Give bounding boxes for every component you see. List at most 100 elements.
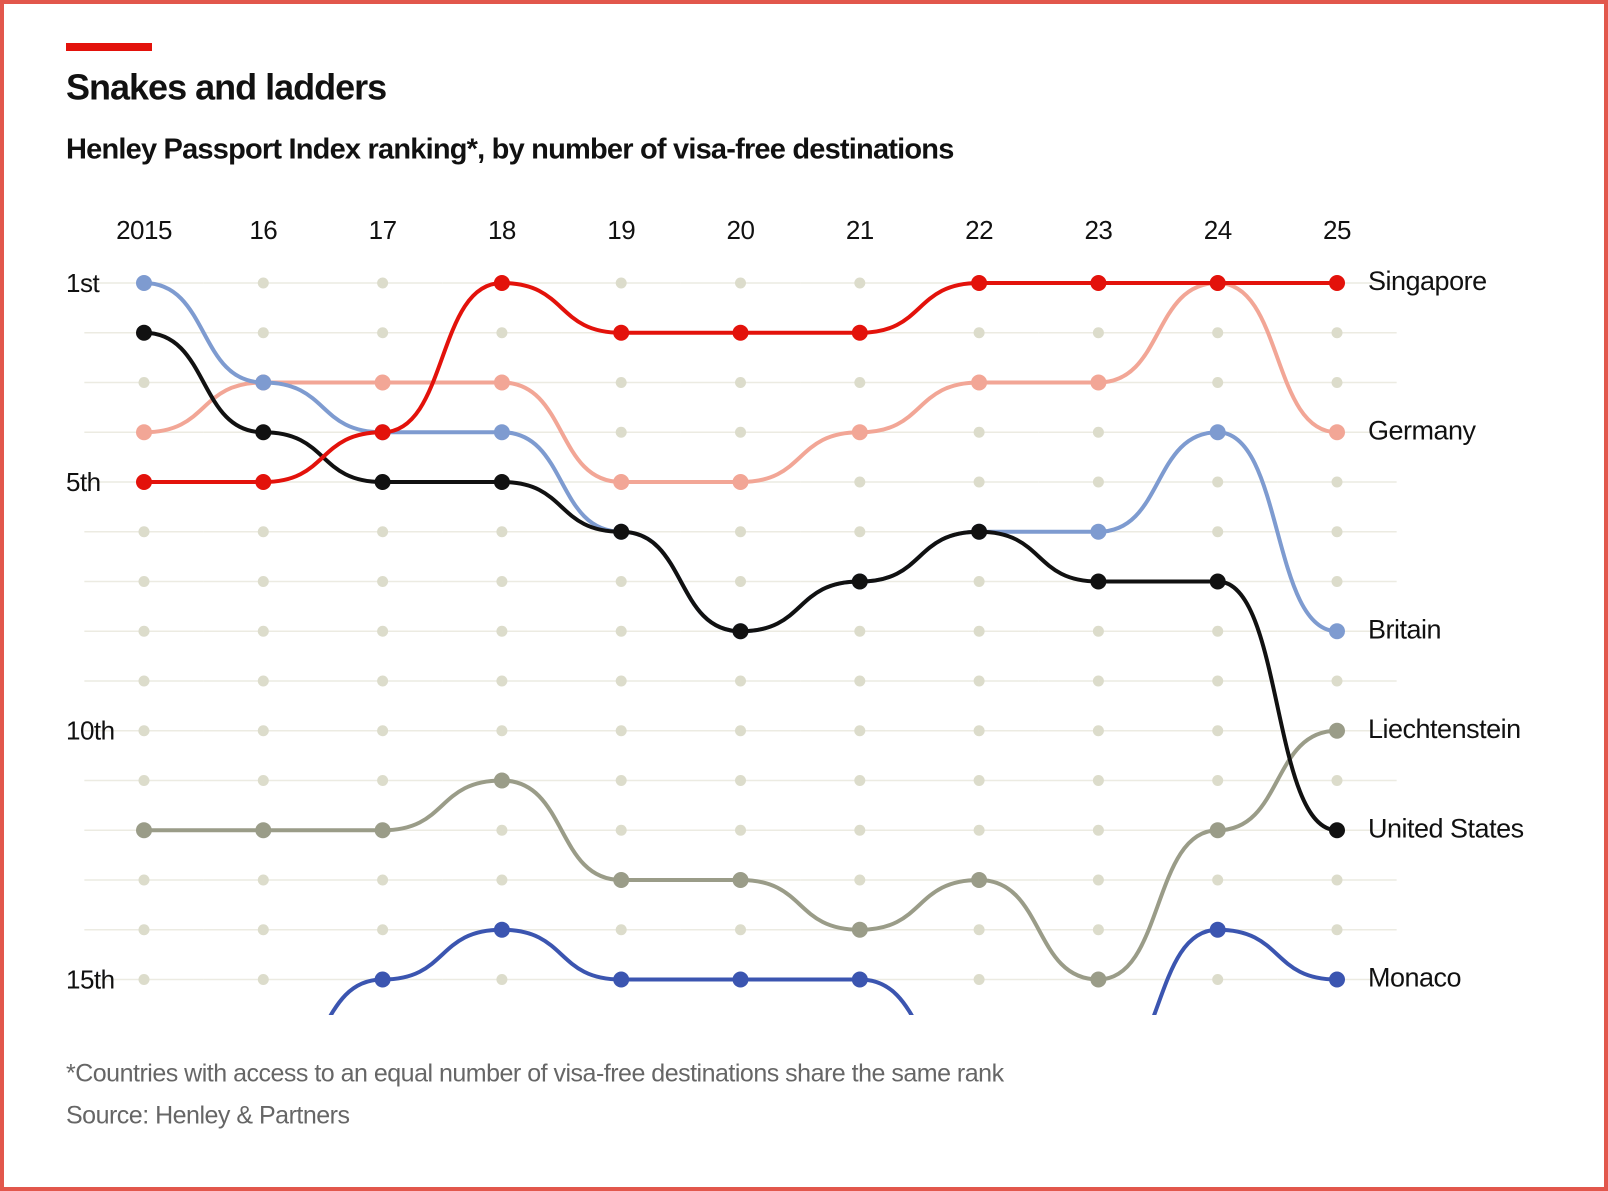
- grid-dot: [496, 974, 508, 985]
- legend-label: Monaco: [1368, 963, 1461, 993]
- grid-dot: [1212, 775, 1224, 786]
- series-dot: [136, 424, 152, 441]
- series-line: [143, 728, 1338, 982]
- x-tick-label: 25: [1323, 215, 1351, 245]
- grid-dot: [973, 675, 985, 687]
- grid-dot: [257, 327, 269, 339]
- series-line: [328, 927, 1338, 1015]
- grid-dot: [377, 874, 389, 886]
- series-line: [143, 280, 1338, 484]
- x-tick-label: 23: [1084, 215, 1112, 245]
- grid-dot: [1212, 526, 1224, 538]
- x-tick-label: 24: [1204, 215, 1232, 245]
- grid-dot: [1212, 377, 1224, 388]
- series-dot: [1329, 822, 1345, 839]
- chart-title: Snakes and ladders: [66, 67, 386, 108]
- grid-dot: [1331, 526, 1343, 538]
- grid-dot: [735, 576, 746, 587]
- series-dot: [971, 523, 988, 540]
- grid-dot: [615, 426, 627, 438]
- grid-dot: [257, 974, 269, 985]
- grid-dot: [138, 526, 150, 538]
- grid-dot: [1331, 576, 1343, 587]
- grid-dot: [377, 924, 389, 936]
- grid-dot: [138, 675, 150, 687]
- grid-dot: [377, 327, 389, 339]
- grid-dot: [496, 725, 508, 737]
- grid-dot: [496, 576, 508, 587]
- grid-dot: [615, 725, 627, 737]
- series-dot: [136, 275, 152, 291]
- series-dot: [1329, 722, 1345, 739]
- accent-bar: [66, 43, 152, 51]
- series-dot: [851, 921, 868, 938]
- legend-label: Germany: [1368, 415, 1477, 445]
- grid-dot: [1092, 775, 1104, 786]
- grid-dot: [1092, 327, 1104, 339]
- grid-dot: [496, 675, 508, 687]
- series-dot: [732, 623, 749, 640]
- grid-dot: [257, 625, 269, 637]
- grid-dot: [854, 824, 866, 836]
- grid-dot: [615, 675, 627, 687]
- grid-dot: [735, 426, 746, 438]
- series-dot: [493, 424, 510, 441]
- series-dot: [493, 474, 510, 490]
- grid-dot: [615, 377, 627, 388]
- x-tick-label: 17: [369, 215, 397, 245]
- series-dot: [613, 971, 630, 988]
- grid-dot: [615, 277, 627, 289]
- series-dot: [732, 872, 749, 888]
- grid-dot: [377, 526, 389, 538]
- grid-dot: [1331, 924, 1343, 936]
- grid-dot: [377, 625, 389, 637]
- grid-dot: [1212, 725, 1224, 737]
- plot-area: [84, 275, 1397, 1015]
- series-dot: [1329, 971, 1345, 988]
- grid-dot: [854, 625, 866, 637]
- series-dot: [1090, 523, 1107, 540]
- y-tick-label: 5th: [66, 467, 101, 497]
- series-dot: [1209, 424, 1226, 441]
- grid-dot: [1092, 426, 1104, 438]
- series-dot: [1209, 822, 1226, 839]
- grid-dot: [138, 775, 150, 786]
- series-dot: [493, 921, 510, 938]
- grid-dot: [377, 576, 389, 587]
- series-dot: [374, 474, 391, 490]
- series-dot: [851, 324, 868, 341]
- series-dot: [1209, 921, 1226, 938]
- grid-dot: [377, 675, 389, 687]
- grid-dot: [257, 725, 269, 737]
- x-tick-label: 18: [488, 215, 516, 245]
- series-dot: [971, 872, 988, 888]
- series-dot: [374, 971, 391, 988]
- series-dot: [1090, 971, 1107, 988]
- legend-label: Singapore: [1368, 266, 1487, 296]
- grid-dot: [735, 377, 746, 388]
- series-dot: [1329, 424, 1345, 441]
- series-dot: [1329, 275, 1345, 291]
- grid-dot: [615, 824, 627, 836]
- grid-dot: [615, 775, 627, 786]
- grid-dot: [854, 874, 866, 886]
- series-dot: [255, 374, 272, 391]
- grid-dot: [1092, 476, 1104, 488]
- series-dot: [493, 374, 510, 391]
- series-dot: [613, 872, 630, 888]
- series-dot: [971, 374, 988, 391]
- grid-dot: [735, 526, 746, 538]
- series-dot: [136, 324, 152, 341]
- x-tick-label: 21: [846, 215, 874, 245]
- grid-dot: [973, 576, 985, 587]
- series-dot: [732, 474, 749, 490]
- series-dot: [732, 971, 749, 988]
- series-dot: [1090, 374, 1107, 391]
- grid-dot: [973, 426, 985, 438]
- grid-dot: [973, 327, 985, 339]
- grid-dot: [1092, 725, 1104, 737]
- chart-subtitle: Henley Passport Index ranking*, by numbe…: [66, 134, 954, 166]
- series-dot: [374, 374, 391, 391]
- grid-dot: [615, 625, 627, 637]
